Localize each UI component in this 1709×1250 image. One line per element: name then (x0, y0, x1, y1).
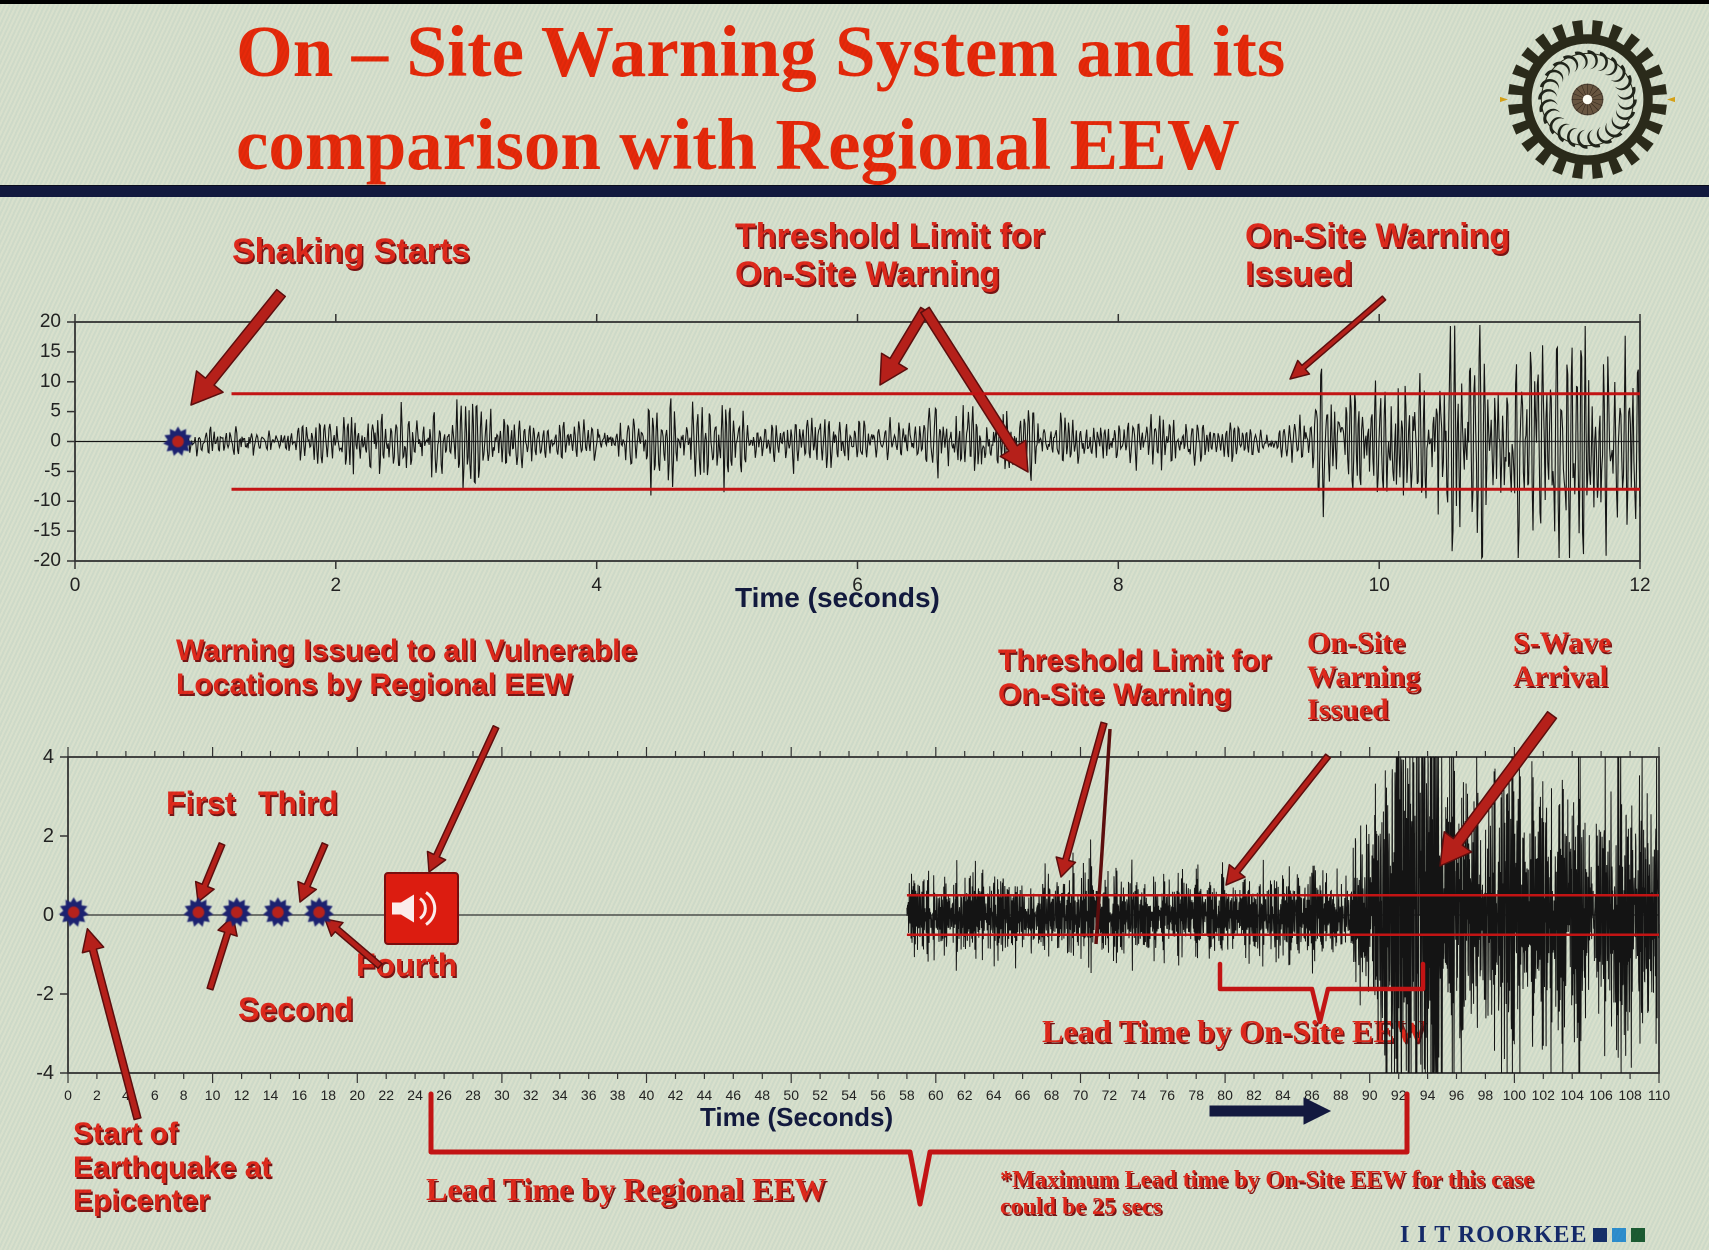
svg-text:102: 102 (1532, 1087, 1556, 1103)
svg-text:70: 70 (1073, 1087, 1089, 1103)
svg-text:32: 32 (523, 1087, 539, 1103)
svg-text:40: 40 (639, 1087, 655, 1103)
svg-text:-15: -15 (34, 520, 61, 541)
svg-text:-2: -2 (36, 983, 54, 1005)
svg-text:10: 10 (205, 1087, 221, 1103)
svg-text:80: 80 (1217, 1087, 1233, 1103)
svg-text:28: 28 (465, 1087, 481, 1103)
svg-text:98: 98 (1478, 1087, 1494, 1103)
svg-text:84: 84 (1275, 1087, 1291, 1103)
svg-text:0: 0 (50, 431, 61, 452)
svg-text:46: 46 (726, 1087, 742, 1103)
svg-text:36: 36 (581, 1087, 597, 1103)
svg-text:-5: -5 (44, 460, 61, 481)
svg-text:30: 30 (494, 1087, 510, 1103)
svg-text:66: 66 (1015, 1087, 1031, 1103)
svg-text:110: 110 (1648, 1087, 1671, 1103)
svg-text:20: 20 (350, 1087, 366, 1103)
svg-text:18: 18 (321, 1087, 337, 1103)
svg-text:52: 52 (812, 1087, 828, 1103)
svg-text:88: 88 (1333, 1087, 1349, 1103)
svg-text:-10: -10 (34, 490, 61, 511)
svg-text:0: 0 (70, 575, 81, 596)
svg-text:0: 0 (64, 1087, 72, 1103)
svg-text:20: 20 (40, 311, 61, 332)
svg-text:44: 44 (697, 1087, 713, 1103)
svg-text:106: 106 (1589, 1087, 1613, 1103)
svg-text:54: 54 (841, 1087, 857, 1103)
svg-text:108: 108 (1618, 1087, 1642, 1103)
svg-text:0: 0 (43, 904, 54, 926)
svg-text:50: 50 (783, 1087, 799, 1103)
svg-text:78: 78 (1188, 1087, 1204, 1103)
svg-text:5: 5 (50, 401, 61, 422)
svg-text:2: 2 (43, 825, 54, 847)
svg-text:56: 56 (870, 1087, 886, 1103)
svg-text:6: 6 (852, 575, 863, 596)
svg-text:-20: -20 (34, 550, 61, 571)
svg-text:10: 10 (40, 371, 61, 392)
svg-text:12: 12 (234, 1087, 250, 1103)
svg-text:4: 4 (591, 575, 602, 596)
svg-text:26: 26 (436, 1087, 452, 1103)
svg-text:62: 62 (957, 1087, 973, 1103)
svg-text:104: 104 (1561, 1087, 1585, 1103)
svg-text:8: 8 (1113, 575, 1124, 596)
svg-text:15: 15 (40, 341, 61, 362)
svg-text:100: 100 (1503, 1087, 1527, 1103)
svg-text:72: 72 (1102, 1087, 1118, 1103)
svg-text:74: 74 (1131, 1087, 1147, 1103)
svg-text:96: 96 (1449, 1087, 1465, 1103)
svg-text:4: 4 (43, 746, 54, 768)
svg-text:22: 22 (378, 1087, 394, 1103)
svg-text:90: 90 (1362, 1087, 1378, 1103)
svg-text:58: 58 (899, 1087, 915, 1103)
svg-text:94: 94 (1420, 1087, 1436, 1103)
svg-text:24: 24 (407, 1087, 423, 1103)
svg-text:60: 60 (928, 1087, 944, 1103)
svg-text:42: 42 (668, 1087, 684, 1103)
svg-text:2: 2 (331, 575, 342, 596)
svg-text:38: 38 (610, 1087, 626, 1103)
svg-text:16: 16 (292, 1087, 308, 1103)
svg-text:34: 34 (552, 1087, 568, 1103)
svg-text:12: 12 (1629, 575, 1650, 596)
svg-text:2: 2 (93, 1087, 101, 1103)
svg-text:48: 48 (755, 1087, 771, 1103)
svg-text:64: 64 (986, 1087, 1002, 1103)
svg-text:-4: -4 (36, 1062, 54, 1084)
svg-text:82: 82 (1246, 1087, 1262, 1103)
svg-text:68: 68 (1044, 1087, 1060, 1103)
svg-text:10: 10 (1369, 575, 1390, 596)
svg-text:8: 8 (180, 1087, 188, 1103)
svg-text:92: 92 (1391, 1087, 1407, 1103)
svg-text:6: 6 (151, 1087, 159, 1103)
svg-text:76: 76 (1159, 1087, 1175, 1103)
svg-text:14: 14 (263, 1087, 279, 1103)
